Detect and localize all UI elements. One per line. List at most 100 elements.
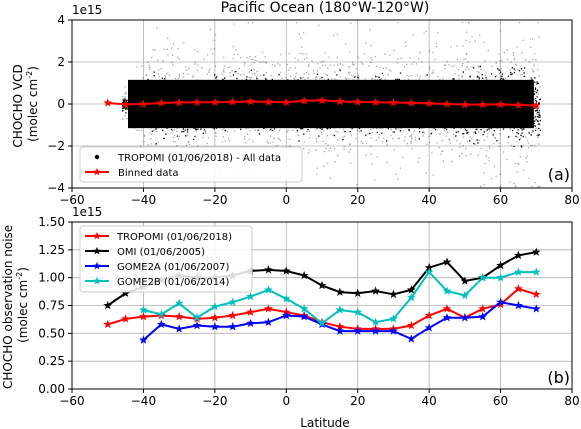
data-point-star (514, 300, 523, 310)
data-point-star (139, 312, 148, 321)
data-point-star (531, 100, 541, 110)
x-tick-label: −60 (59, 394, 84, 408)
data-point-star (228, 310, 238, 320)
x-tick-label: 80 (564, 394, 579, 408)
legend-marker-0 (93, 231, 101, 240)
data-point-star (478, 312, 488, 321)
y-tick-label: 0.00 (38, 382, 65, 396)
data-point-star (281, 294, 291, 303)
data-point-star (442, 99, 452, 108)
data-point-star (389, 314, 398, 323)
data-point-star (424, 98, 434, 108)
x-tick-label: 40 (422, 193, 437, 207)
data-point-star (478, 100, 488, 109)
legend-marker-3 (93, 276, 101, 285)
data-point-star (174, 312, 184, 321)
panel-a-y-axis-label: CHOCHO VCD (molec cm-2) (11, 60, 40, 147)
legend-label-1: OMI (01/06/2005) (117, 247, 205, 258)
data-point-star (246, 307, 255, 316)
data-point-star (460, 290, 470, 300)
data-point-star (264, 304, 273, 313)
data-point-star (442, 286, 452, 295)
x-tick-label: 20 (350, 394, 365, 408)
x-tick-label: 40 (422, 394, 437, 408)
data-point-star (192, 320, 202, 330)
panel-a-ylabel-line2: (molec cm (26, 79, 40, 142)
data-point-star (210, 322, 220, 331)
x-tick-label: 0 (282, 394, 290, 408)
panel-b-x-ticks: −60 −40 −20 0 20 40 60 80 (59, 389, 580, 408)
y-tick-label: 1.50 (38, 215, 65, 229)
data-point-star (478, 304, 488, 313)
y-tick-label: 0.75 (38, 299, 65, 313)
data-point-star (460, 276, 470, 285)
data-point-star (210, 302, 220, 311)
data-point-star (406, 334, 416, 343)
data-point-star (478, 273, 488, 282)
data-point-star (246, 318, 255, 328)
panel-a-ylabel-end: ) (26, 66, 40, 71)
figure-title: Pacific Ocean (180°W-120°W) (221, 0, 430, 16)
y-tick-label: 0.50 (38, 326, 65, 340)
data-point-star (353, 97, 363, 106)
data-point-star (264, 97, 273, 106)
data-point-star (335, 287, 345, 296)
data-point-star (389, 326, 398, 335)
data-point-star (514, 250, 523, 260)
data-point-star (228, 97, 238, 106)
panel-b: −60 −40 −20 0 20 40 60 80 0.00 0.25 0.50 0.75 1.00 1… (1, 205, 580, 429)
y-tick-label: −2 (47, 139, 65, 153)
data-point-star (531, 267, 541, 276)
data-point-star (406, 285, 416, 294)
data-point-star (299, 96, 309, 105)
data-point-star (228, 322, 238, 331)
data-point-star (496, 297, 505, 306)
data-point-star (460, 100, 470, 109)
data-point-star (192, 97, 202, 107)
data-point-star (210, 313, 220, 322)
data-point-star (496, 260, 505, 270)
data-point-star (424, 323, 434, 332)
panel-b-label: (b) (547, 368, 570, 387)
x-tick-label: 20 (350, 193, 365, 207)
y-tick-label: −4 (47, 181, 65, 195)
y-tick-label: 1.25 (38, 243, 65, 257)
data-point-star (281, 97, 291, 107)
data-point-star (317, 95, 327, 105)
data-point-star (121, 288, 130, 297)
data-point-star (121, 99, 130, 109)
data-point-star (496, 273, 505, 282)
data-point-star (406, 320, 416, 330)
x-tick-label: −40 (131, 394, 156, 408)
data-point-star (389, 289, 398, 299)
data-point-star (103, 98, 113, 107)
panel-a-ylabel-line1: CHOCHO VCD (11, 64, 25, 147)
data-point-star (335, 326, 345, 335)
data-point-star (192, 313, 202, 322)
legend-marker-2 (93, 261, 101, 270)
data-point-star (514, 100, 523, 109)
data-point-star (442, 304, 452, 313)
y-tick-label: 0 (57, 97, 65, 111)
data-point-star (424, 267, 434, 276)
legend-label-2: GOME2A (01/06/2007) (117, 262, 229, 273)
data-point-star (531, 247, 541, 256)
panel-a-legend-binned-star (93, 167, 101, 176)
data-point-star (103, 319, 113, 329)
data-point-star (121, 314, 130, 323)
panel-b-y-axis-label: CHOCHO observation noise (molec cm-2) (1, 221, 30, 389)
data-point-star (299, 270, 309, 280)
data-point-star (264, 285, 273, 294)
data-point-star (442, 257, 452, 266)
data-point-star (299, 312, 309, 321)
data-point-star (514, 267, 523, 276)
panel-b-x-axis-label: Latitude (300, 416, 349, 429)
panel-b-legend: TROPOMI (01/06/2018) OMI (01/06/2005) GOME… (79, 225, 253, 293)
data-point-star (424, 310, 434, 320)
x-tick-label: −60 (59, 193, 84, 207)
y-tick-label: 2 (57, 55, 65, 69)
legend-marker-1 (93, 246, 101, 255)
data-point-star (353, 307, 363, 316)
panel-a-legend: TROPOMI (01/06/2018) - All data Binned d… (79, 146, 303, 183)
